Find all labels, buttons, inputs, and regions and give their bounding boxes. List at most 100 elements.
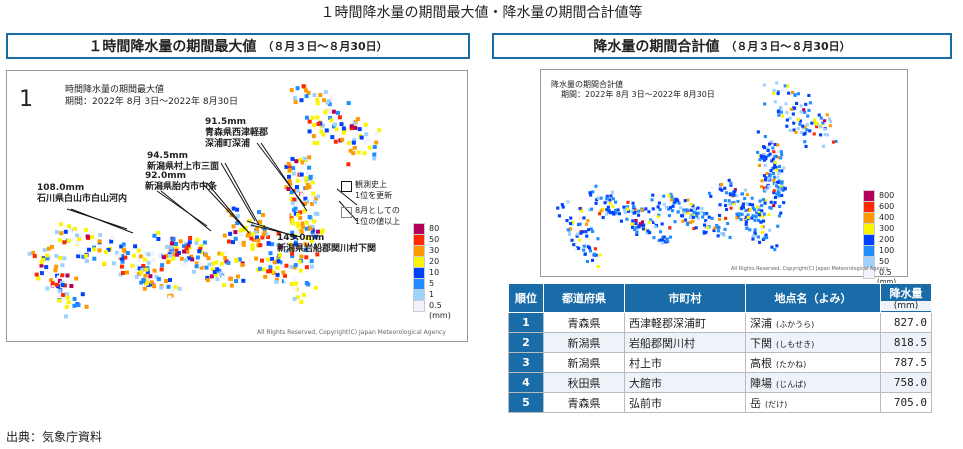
station-dot: [194, 240, 199, 245]
station-dot: [184, 242, 188, 247]
station-dot: [772, 179, 776, 183]
annotation-1-value: 91.5mm: [205, 117, 246, 127]
station-dot: [364, 132, 369, 137]
station-dot: [652, 236, 656, 240]
left-heading-text: １時間降水量の期間最大値: [88, 39, 257, 55]
annotation-4-place: 石川県白山市白山河内: [37, 194, 128, 204]
station-dot: [187, 256, 191, 261]
station-dot: [190, 257, 195, 262]
station-dot: [691, 219, 695, 223]
station-dot: [760, 179, 764, 183]
station-dot: [762, 145, 766, 149]
station-dot: [769, 169, 773, 173]
station-dot: [660, 222, 664, 226]
table-row: 5 青森県 弘前市岳 (だけ) 705.0: [508, 392, 932, 413]
station-dot: [581, 230, 585, 234]
station-dot: [62, 240, 67, 245]
station-dot: [792, 128, 796, 132]
station-dot: [65, 292, 70, 297]
station-dot: [164, 279, 168, 283]
station-dot: [57, 289, 62, 294]
station-dot: [762, 174, 766, 178]
station-dot: [669, 206, 673, 210]
station-dot: [315, 229, 320, 234]
page-title: １時間降水量の期間最大値・降水量の期間合計値等: [320, 5, 643, 21]
station-dot: [61, 296, 66, 301]
station-dot: [306, 90, 311, 95]
station-dot: [815, 125, 819, 129]
station-dot: [779, 150, 783, 154]
station-dot: [72, 296, 77, 301]
station-dot: [611, 210, 615, 214]
station-dot: [71, 237, 76, 242]
station-dot: [799, 104, 803, 108]
station-dot: [39, 271, 44, 276]
station-dot: [611, 197, 615, 201]
scale-label: 80: [429, 224, 440, 233]
station-dot: [316, 194, 320, 199]
right-scale-unit: (mm): [877, 278, 897, 286]
station-dot: [123, 255, 128, 260]
hourly-max-map-graphic: [27, 84, 382, 319]
prefecture-cell: 青森県: [543, 312, 625, 333]
station-dot: [121, 242, 126, 247]
station-dot: [341, 130, 346, 135]
station-dot: [579, 230, 583, 234]
station-dot: [654, 220, 658, 224]
station-dot: [753, 218, 757, 222]
scale-step: 10: [413, 266, 451, 279]
annotation-4: 108.0mm 石川県白山市白山河内: [37, 183, 127, 205]
station-dot: [223, 250, 228, 255]
station-dot: [775, 81, 779, 85]
station-dot: [584, 230, 588, 234]
station-dot: [815, 121, 819, 125]
station-dot: [611, 205, 615, 209]
station-dot: [667, 214, 671, 218]
station-dot: [374, 131, 379, 136]
station-dot: [753, 228, 757, 232]
station-dot: [222, 233, 227, 238]
place-name: 陣場: [750, 376, 772, 390]
station-dot: [308, 175, 313, 180]
station-dot: [726, 222, 730, 226]
station-dot: [813, 121, 817, 125]
station-dot: [293, 242, 298, 247]
station-dot: [292, 276, 297, 281]
station-dot: [181, 244, 186, 249]
station-dot: [119, 256, 124, 261]
station-dot: [234, 279, 239, 284]
station-dot: [312, 123, 316, 127]
station-dot: [727, 199, 731, 203]
station-dot: [60, 283, 65, 288]
place-name: 下関: [750, 336, 772, 350]
station-dot: [685, 208, 689, 212]
station-dot: [278, 253, 283, 258]
station-dot: [772, 166, 776, 170]
station-dot: [659, 230, 663, 234]
station-dot: [776, 175, 780, 179]
station-dot: [777, 191, 781, 195]
station-dot: [779, 110, 783, 114]
station-dot: [268, 265, 273, 270]
station-dot: [703, 223, 707, 227]
station-dot: [657, 238, 661, 242]
station-dot: [137, 266, 142, 271]
station-dot: [221, 275, 226, 280]
station-dot: [759, 173, 763, 177]
station-dot: [54, 282, 59, 287]
station-dot: [182, 249, 187, 254]
station-dot: [302, 156, 307, 161]
station-dot: [773, 100, 777, 104]
station-dot: [775, 150, 779, 154]
station-dot: [87, 247, 91, 252]
station-dot: [305, 220, 309, 225]
station-dot: [349, 124, 354, 129]
station-dot: [760, 230, 764, 234]
station-dot: [785, 124, 789, 128]
station-dot: [318, 93, 323, 97]
station-dot: [143, 273, 148, 278]
station-dot: [315, 252, 320, 257]
station-dot: [741, 202, 745, 206]
station-dot: [212, 270, 217, 274]
place-cell: 下関 (しもせき): [745, 332, 881, 353]
